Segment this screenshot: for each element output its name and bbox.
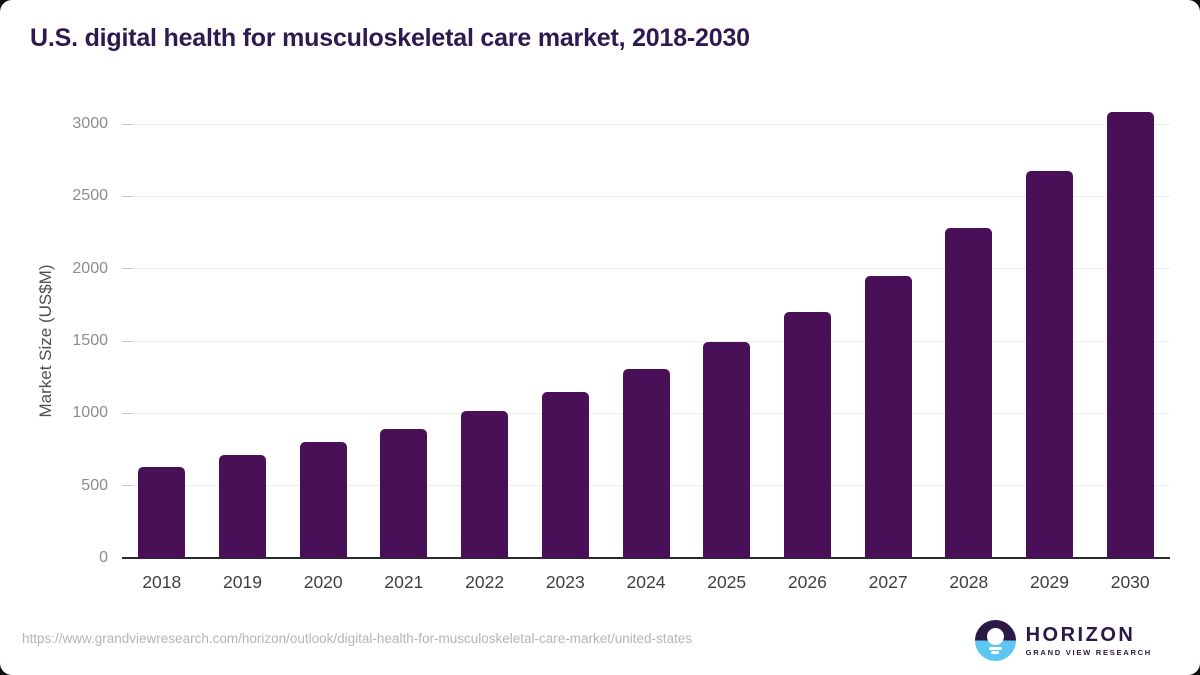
gridline-2500 [122, 195, 1170, 197]
logo-subtitle: GRAND VIEW RESEARCH [1025, 648, 1152, 657]
bar-2025 [703, 342, 751, 558]
x-tick-label-2024: 2024 [626, 572, 666, 592]
bar-2018 [138, 466, 186, 558]
y-tick-mark-500 [122, 485, 133, 487]
horizon-logo-icon [974, 620, 1016, 661]
x-tick-label-2018: 2018 [142, 572, 182, 592]
x-tick-label-2025: 2025 [707, 572, 747, 592]
x-tick-label-2022: 2022 [465, 572, 505, 592]
x-axis-line [122, 557, 1170, 559]
x-tick-label-2019: 2019 [223, 572, 262, 592]
y-tick-mark-1500 [122, 340, 133, 342]
bar-2023 [541, 392, 589, 558]
y-tick-mark-3000 [122, 123, 133, 125]
chart-title: U.S. digital health for musculoskeletal … [30, 24, 750, 52]
y-tick-label-500: 500 [81, 476, 108, 494]
source-url: https://www.grandviewresearch.com/horizo… [22, 631, 693, 646]
bar-2026 [783, 312, 831, 558]
sun-icon [986, 628, 1004, 645]
y-tick-label-1500: 1500 [72, 332, 108, 349]
y-tick-label-3000: 3000 [72, 115, 108, 132]
x-tick-label-2023: 2023 [545, 572, 585, 592]
y-tick-label-2000: 2000 [72, 259, 108, 277]
gridline-1500 [122, 340, 1170, 342]
horizon-reflection-line [988, 647, 1002, 650]
brand-logo: HORIZON GRAND VIEW RESEARCH [974, 620, 1152, 661]
y-tick-label-0: 0 [99, 549, 108, 566]
x-tick-label-2028: 2028 [949, 572, 989, 592]
bar-2024 [622, 369, 670, 558]
bar-2028 [945, 228, 993, 558]
y-tick-mark-2500 [122, 195, 133, 197]
x-tick-label-2030: 2030 [1110, 572, 1150, 592]
bar-2030 [1106, 111, 1154, 558]
x-tick-label-2020: 2020 [303, 572, 343, 592]
gridline-2000 [122, 268, 1170, 270]
y-tick-label-1000: 1000 [72, 404, 108, 422]
bar-2020 [299, 442, 347, 558]
bar-2027 [864, 275, 912, 558]
bar-2019 [219, 455, 266, 558]
x-axis-tick-labels: 2018 2019 2020 2021 2022 2023 2024 2025 2026 2027… [122, 572, 1170, 596]
x-tick-label-2027: 2027 [868, 572, 908, 592]
y-tick-mark-1000 [122, 412, 133, 414]
x-tick-label-2029: 2029 [1030, 572, 1069, 592]
y-tick-mark-2000 [122, 268, 133, 270]
x-tick-label-2026: 2026 [787, 572, 827, 592]
bar-chart-plot-area [122, 111, 1170, 559]
x-tick-label-2021: 2021 [384, 572, 424, 592]
horizon-reflection-line [991, 651, 1000, 654]
logo-name: HORIZON [1025, 624, 1136, 646]
y-axis-tick-labels: 0 500 1000 1500 2000 2500 3000 [0, 115, 108, 566]
bar-2021 [380, 428, 428, 558]
bar-2022 [461, 411, 509, 558]
gridline-3000 [122, 123, 1170, 125]
logo-text: HORIZON GRAND VIEW RESEARCH [1026, 624, 1152, 657]
y-tick-label-2500: 2500 [72, 187, 108, 205]
bar-2029 [1026, 171, 1073, 558]
